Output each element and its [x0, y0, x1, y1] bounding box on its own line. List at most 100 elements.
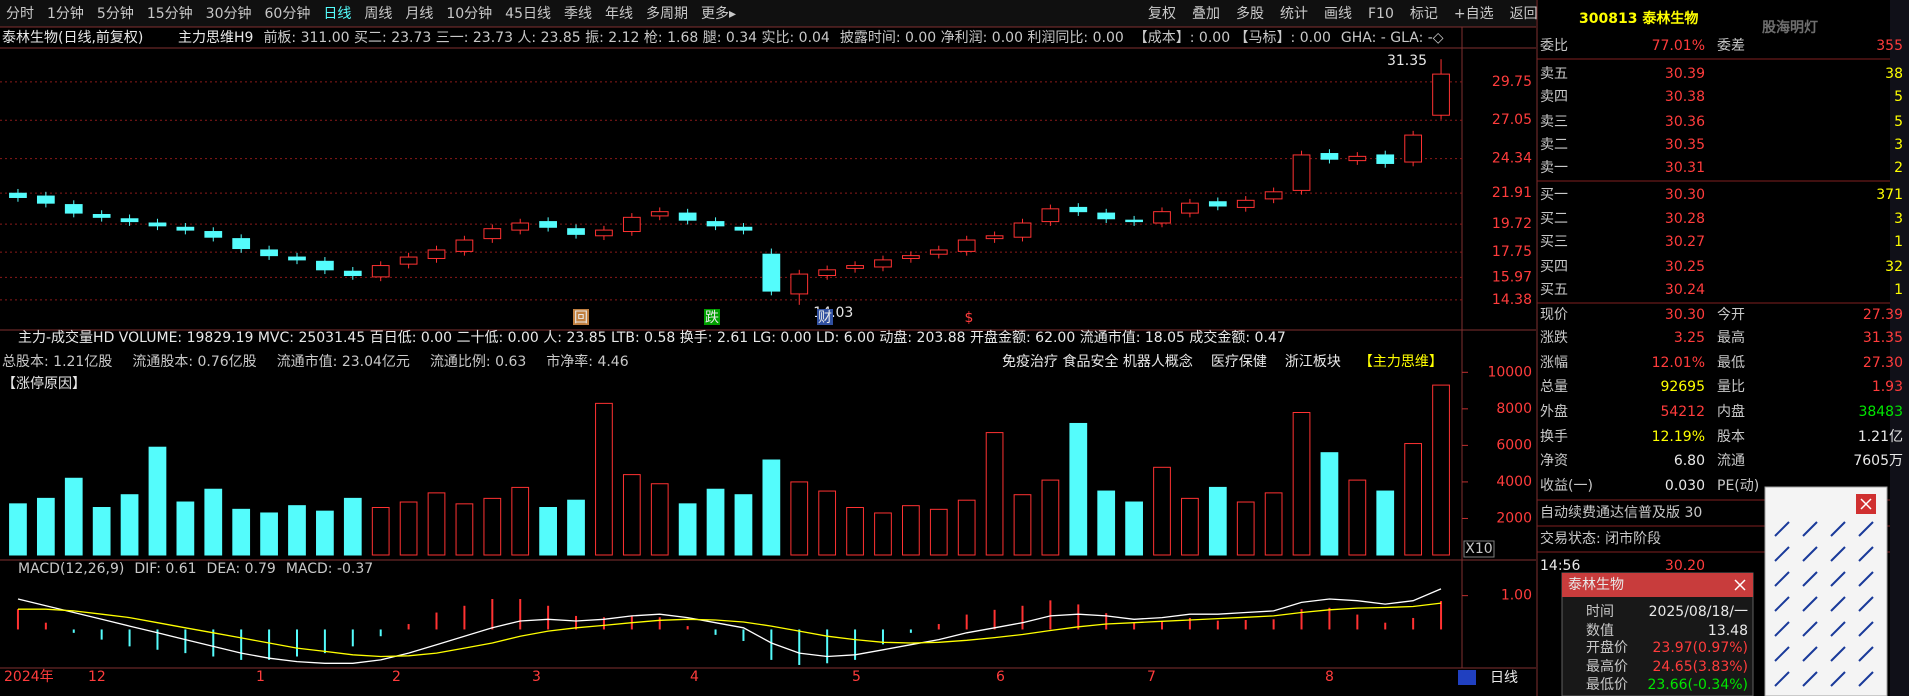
- quote-value: 32: [1885, 259, 1903, 275]
- tool-button[interactable]: 标记: [1410, 6, 1438, 22]
- period-tab[interactable]: 多周期: [646, 5, 688, 22]
- volume-bar: [92, 507, 111, 556]
- concept-tag: 浙江板块: [1285, 354, 1341, 370]
- quote-label: 买二: [1540, 211, 1568, 227]
- tool-button[interactable]: +自选: [1454, 6, 1494, 22]
- palette-close-x[interactable]: [1860, 498, 1872, 510]
- drawing-tool[interactable]: [1830, 646, 1846, 662]
- popup-value: 2025/08/18/一: [1649, 604, 1748, 620]
- candle-body: [1320, 153, 1339, 160]
- volume-bar: [36, 497, 55, 556]
- candle-body: [1097, 212, 1116, 220]
- period-tab[interactable]: 周线: [364, 6, 392, 22]
- drawing-tool[interactable]: [1774, 621, 1790, 637]
- indicator-name: 主力思维H9: [178, 30, 253, 46]
- period-tab[interactable]: 日线: [323, 6, 351, 22]
- popup-label: 时间: [1586, 604, 1614, 620]
- volume-bar: [1097, 490, 1116, 556]
- drawing-tool[interactable]: [1830, 521, 1846, 537]
- volume-bar: [1376, 490, 1395, 556]
- period-tab[interactable]: 分时: [6, 6, 34, 22]
- volume-bar: [734, 494, 753, 556]
- period-tab[interactable]: 30分钟: [206, 5, 252, 22]
- candle-body: [260, 249, 278, 257]
- quote-label: 收益(一): [1540, 478, 1593, 494]
- volume-bar: [64, 477, 83, 556]
- drawing-tool[interactable]: [1858, 521, 1874, 537]
- period-tab[interactable]: 季线: [564, 6, 592, 22]
- drawing-tool[interactable]: [1802, 596, 1818, 612]
- quote-value: 54212: [1660, 404, 1705, 420]
- volume-bar: [1153, 466, 1171, 556]
- candle-body: [371, 265, 390, 278]
- volume-bar: [1181, 497, 1199, 556]
- period-tab[interactable]: 5分钟: [97, 5, 134, 22]
- drawing-tool[interactable]: [1802, 546, 1818, 562]
- drawing-tool[interactable]: [1802, 571, 1818, 587]
- quote-value: 31.35: [1863, 330, 1903, 346]
- drawing-tool[interactable]: [1858, 621, 1874, 637]
- period-tab[interactable]: 60分钟: [265, 5, 311, 22]
- drawing-tool[interactable]: [1774, 521, 1790, 537]
- volume-bar: [622, 474, 641, 556]
- period-tab[interactable]: 10分钟: [446, 5, 492, 22]
- trade-status: 交易状态: 闭市阶段: [1540, 530, 1661, 547]
- volume-bar: [1041, 479, 1060, 556]
- tool-button[interactable]: 画线: [1324, 6, 1352, 22]
- quote-value: 371: [1876, 187, 1903, 203]
- drawing-tool[interactable]: [1858, 646, 1874, 662]
- drawing-tool[interactable]: [1802, 671, 1818, 687]
- event-marker: 财: [818, 310, 832, 326]
- drawing-tool[interactable]: [1830, 546, 1846, 562]
- tool-button[interactable]: F10: [1368, 6, 1394, 22]
- drawing-tool[interactable]: [1802, 646, 1818, 662]
- tool-button[interactable]: 复权: [1148, 5, 1176, 22]
- quote-label: 卖一: [1540, 160, 1568, 176]
- period-tab[interactable]: 1分钟: [47, 5, 84, 22]
- y-tick-label: 15.97: [1492, 269, 1532, 285]
- period-tab[interactable]: 月线: [405, 6, 433, 22]
- drawing-tool[interactable]: [1830, 621, 1846, 637]
- period-tab[interactable]: 45日线: [505, 6, 551, 22]
- volume-header: 主力-成交量HD VOLUME: 19829.19 MVC: 25031.45 …: [18, 329, 1286, 346]
- period-tab[interactable]: 年线: [605, 6, 633, 22]
- period-tab[interactable]: 15分钟: [147, 5, 193, 22]
- tool-button[interactable]: 统计: [1280, 6, 1308, 22]
- quote-value: 12.19%: [1652, 429, 1705, 445]
- candle-body: [1125, 219, 1143, 223]
- drawing-tool[interactable]: [1858, 596, 1874, 612]
- drawing-tool[interactable]: [1802, 521, 1818, 537]
- drawing-tool[interactable]: [1858, 671, 1874, 687]
- drawing-tool[interactable]: [1830, 571, 1846, 587]
- candle-body: [1376, 154, 1395, 164]
- drawing-tool[interactable]: [1774, 571, 1790, 587]
- y-tick-label: 4000: [1496, 474, 1532, 490]
- quote-label: 涨跌: [1540, 330, 1568, 346]
- drawing-tool[interactable]: [1858, 571, 1874, 587]
- drawing-tool[interactable]: [1802, 621, 1818, 637]
- period-tab[interactable]: 更多▸: [701, 5, 736, 22]
- tool-button[interactable]: 多股: [1236, 5, 1264, 22]
- volume-bar: [706, 488, 725, 556]
- tick-time: 14:56: [1540, 558, 1580, 574]
- drawing-tool[interactable]: [1774, 596, 1790, 612]
- quote-value: 3: [1894, 211, 1903, 227]
- drawing-tool[interactable]: [1830, 596, 1846, 612]
- tool-button[interactable]: 叠加: [1192, 6, 1220, 22]
- drawing-tool[interactable]: [1774, 671, 1790, 687]
- drawing-tool[interactable]: [1774, 646, 1790, 662]
- drawing-tool[interactable]: [1774, 546, 1790, 562]
- drawing-tool[interactable]: [1858, 546, 1874, 562]
- quote-value: 7605万: [1853, 453, 1903, 469]
- y-tick-label: 21.91: [1492, 185, 1532, 201]
- tool-button[interactable]: 返回: [1510, 6, 1538, 22]
- popup-close[interactable]: [1734, 579, 1746, 591]
- quote-value: 38483: [1858, 404, 1903, 420]
- drawing-tool[interactable]: [1830, 671, 1846, 687]
- quote-value: 1: [1894, 282, 1903, 298]
- volume-bar: [232, 508, 251, 556]
- quote-value: 3.25: [1674, 330, 1705, 346]
- macd-line: [17, 588, 1442, 664]
- side-strip: [1890, 0, 1909, 696]
- candle-body: [1013, 222, 1032, 238]
